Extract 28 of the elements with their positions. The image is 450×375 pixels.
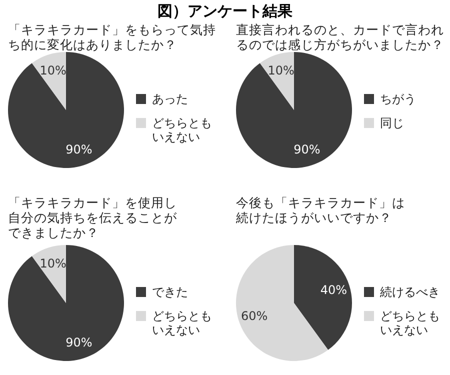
text: 図）アンケート結果 bbox=[156, 2, 294, 21]
pie-slice bbox=[236, 52, 352, 168]
pie-slice bbox=[8, 245, 124, 361]
data-label: 10% bbox=[268, 63, 294, 78]
legend-label: どちらともいえない bbox=[152, 116, 213, 144]
chart-title: 直接言われるのと、カードで言われるのでは感じ方がちがいましたか？ bbox=[236, 22, 445, 52]
data-label: 90% bbox=[66, 336, 92, 350]
pie-slice bbox=[294, 245, 352, 350]
pie-slice bbox=[260, 52, 294, 110]
data-label: 90% bbox=[66, 142, 92, 157]
chart-title: 今後も「キラキラカード」は続けたほうがいいですか？ bbox=[236, 195, 406, 225]
legend-label: あった bbox=[152, 92, 189, 106]
chart-title: 「キラキラカード」をもらって気持ち的に変化はありましたか？ bbox=[8, 22, 217, 52]
data-label: 10% bbox=[40, 256, 66, 270]
data-label: 10% bbox=[40, 63, 66, 78]
chart-title: 「キラキラカード」を使用し自分の気持ちを伝えることができましたか？ bbox=[8, 195, 178, 240]
pie-slice bbox=[32, 245, 66, 303]
pie-slice bbox=[32, 52, 66, 110]
legend-label: どちらともいえない bbox=[152, 309, 213, 337]
legend-label: ちがう bbox=[380, 92, 417, 106]
data-label: 40% bbox=[320, 283, 348, 298]
pie-slice bbox=[8, 52, 124, 168]
legend-label: 続けるべき bbox=[380, 285, 441, 299]
data-label: 90% bbox=[294, 142, 320, 157]
legend-label: 同じ bbox=[380, 116, 405, 130]
data-label: 60% bbox=[240, 308, 268, 323]
legend-label: できた bbox=[152, 285, 189, 299]
legend-label: どちらともいえない bbox=[380, 309, 441, 337]
